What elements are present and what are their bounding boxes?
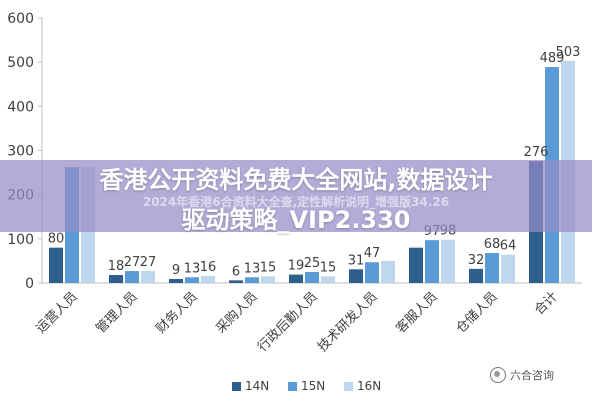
bar-14n-2 [169, 279, 183, 283]
data-label: 13 [244, 261, 261, 276]
bar-14n-6 [409, 247, 423, 283]
data-label: 16 [200, 260, 217, 275]
bar-16n-5 [381, 260, 395, 283]
data-label: 68 [484, 237, 501, 252]
bar-14n-1 [109, 275, 123, 283]
bar-14n-4 [289, 274, 303, 283]
bar-15n-1 [125, 271, 139, 283]
chart-legend: 14N 15N 16N [232, 379, 381, 393]
bar-16n-3 [261, 276, 275, 283]
bar-16n-7 [501, 254, 515, 283]
overlay-title-line1: 香港公开资料免费大全网站,数据设计 [99, 166, 493, 194]
data-label: 47 [364, 246, 381, 261]
wechat-icon [490, 367, 506, 383]
data-label: 80 [48, 232, 65, 247]
chart-axes: 0100200300400500600 [7, 11, 582, 292]
bar-16n-4 [321, 276, 335, 283]
overlay-banner [0, 160, 592, 232]
data-label: 32 [468, 253, 485, 268]
data-label: 25 [304, 256, 321, 271]
legend-label-14n: 14N [245, 379, 269, 393]
x-tick-label: 技术研发人员 [314, 289, 380, 355]
legend-label-16n: 16N [357, 379, 381, 393]
bar-15n-6 [425, 240, 439, 283]
x-tick-label: 合计 [532, 289, 561, 318]
x-tick-label: 仓储人员 [453, 289, 500, 336]
y-tick-label: 600 [7, 11, 34, 27]
bar-15n-3 [245, 277, 259, 283]
data-label: 19 [288, 259, 305, 274]
bar-14n-7 [469, 268, 483, 283]
bar-15n-7 [485, 252, 499, 283]
x-tick-label: 财务人员 [153, 289, 201, 337]
y-tick-label: 300 [7, 144, 34, 160]
data-label: 13 [184, 261, 201, 276]
data-label: 18 [108, 259, 125, 274]
bar-16n-1 [141, 271, 155, 283]
overlay-title-line2: 驱动策略_VIP2.330 [181, 206, 411, 234]
bar-14n-5 [349, 269, 363, 283]
y-tick-label: 400 [7, 99, 34, 115]
data-label: 27 [124, 255, 141, 270]
bar-16n-6 [441, 239, 455, 283]
legend-swatch-16n [344, 382, 353, 391]
x-tick-label: 行政后勤人员 [255, 289, 321, 355]
data-label: 15 [260, 260, 277, 275]
bar-15n-5 [365, 262, 379, 283]
bar-16n-2 [201, 275, 215, 283]
y-tick-label: 0 [25, 276, 34, 292]
bar-15n-2 [185, 277, 199, 283]
data-label: 31 [348, 253, 365, 268]
legend-swatch-15n [288, 382, 297, 391]
data-label: 9 [172, 263, 180, 278]
bar-14n-0 [49, 247, 63, 283]
data-label: 64 [500, 239, 517, 254]
legend-swatch-14n [232, 382, 241, 391]
legend-label-15n: 15N [301, 379, 325, 393]
watermark: 六合咨询 [490, 366, 554, 384]
x-tick-label: 客服人员 [393, 289, 441, 337]
bar-15n-4 [305, 271, 319, 283]
x-tick-label: 管理人员 [93, 289, 140, 336]
y-tick-label: 500 [7, 55, 34, 71]
data-label: 489 [540, 51, 565, 66]
data-label: 15 [320, 260, 337, 275]
watermark-text: 六合咨询 [510, 369, 554, 382]
data-label: 276 [524, 145, 549, 160]
y-tick-label: 100 [7, 232, 34, 248]
data-label: 27 [140, 255, 157, 270]
x-tick-label: 采购人员 [213, 289, 261, 337]
x-tick-label: 运营人员 [33, 289, 80, 336]
data-label: 503 [556, 45, 581, 60]
overlay-subtitle: 2024年香港6合资料大全查,定性解析说明_增强版34.26 [142, 195, 450, 209]
data-label: 6 [232, 264, 240, 279]
bar-14n-3 [229, 280, 243, 283]
